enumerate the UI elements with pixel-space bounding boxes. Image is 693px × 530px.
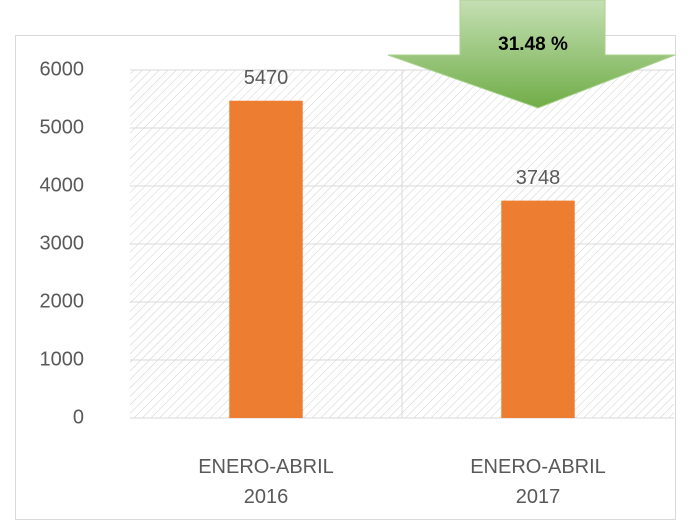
y-tick-label: 3000	[40, 232, 85, 254]
annotation: 31.48 %	[498, 34, 568, 55]
y-tick-label: 5000	[40, 116, 85, 138]
data-label: 5470	[244, 67, 289, 89]
bar	[229, 100, 303, 419]
y-tick-label: 0	[73, 406, 84, 428]
data-label: 3748	[516, 167, 561, 189]
y-tick-label: 6000	[40, 58, 85, 80]
y-tick-label: 2000	[40, 290, 85, 312]
y-tick-label: 4000	[40, 174, 85, 196]
annotation-arrow	[387, 0, 676, 109]
y-tick-label: 1000	[40, 348, 85, 370]
bar	[501, 200, 575, 418]
x-tick-label: ENERO-ABRIL 2017	[470, 456, 606, 508]
x-tick-label: ENERO-ABRIL 2016	[198, 456, 334, 508]
